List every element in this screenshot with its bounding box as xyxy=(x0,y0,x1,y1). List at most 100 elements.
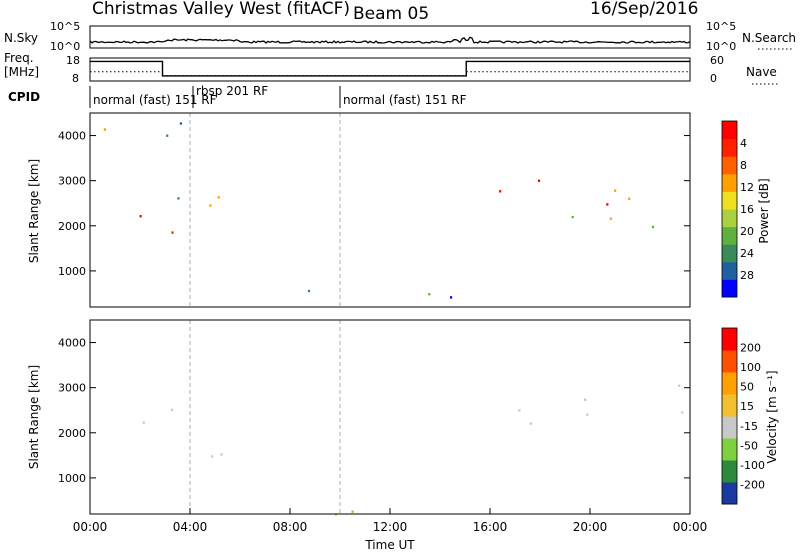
heat-cell xyxy=(171,231,174,234)
heat-cell xyxy=(651,225,655,229)
colorbar-tick-label: -100 xyxy=(740,459,765,472)
heat-cell xyxy=(584,398,587,401)
nsky-tick-low: 10^0 xyxy=(50,40,80,53)
colorbar-tick-label: 15 xyxy=(740,400,754,413)
xtick-label: 00:00 xyxy=(73,520,108,534)
heat-cell xyxy=(628,197,631,200)
colorbar-swatch xyxy=(722,482,737,505)
nsky-tick-high: 10^5 xyxy=(50,20,80,33)
xtick-label: 00:00 xyxy=(673,520,708,534)
ytick-label: 2000 xyxy=(58,427,86,440)
heat-cell xyxy=(609,217,612,220)
heat-cell xyxy=(499,190,502,193)
colorbar-swatch xyxy=(722,244,737,263)
nave-tick-low: 0 xyxy=(710,72,717,85)
colorbar-swatch xyxy=(722,138,737,157)
heat-cell xyxy=(571,215,574,219)
cpid-row: CPID normal (fast) 151 RF rbsp 201 RF no… xyxy=(8,84,467,108)
colorbar-swatch xyxy=(722,156,737,175)
heat-cell xyxy=(681,411,684,414)
colorbar-swatch xyxy=(722,261,737,280)
nsky-trace xyxy=(89,36,691,44)
colorbar-tick-label: 16 xyxy=(740,203,754,216)
heat-cell xyxy=(211,455,214,458)
heat-cell xyxy=(307,289,311,293)
beam-label: Beam 05 xyxy=(353,4,429,24)
velocity-colorbar-label: Velocity [m s⁻¹] xyxy=(765,370,779,463)
power-time-markers xyxy=(189,113,341,307)
heat-cell xyxy=(529,422,532,425)
colorbar-swatch xyxy=(722,460,737,483)
nave-label: Nave xyxy=(746,65,777,79)
colorbar-tick-label: 50 xyxy=(740,381,754,394)
power-colorbar: 4 8 12 16 20 24 28 xyxy=(721,120,754,298)
xtick-label: 04:00 xyxy=(173,520,208,534)
colorbar-tick-label: 200 xyxy=(740,342,761,355)
heat-cell xyxy=(518,409,521,412)
velocity-ylabel: Slant Range [km] xyxy=(27,365,41,469)
cpid-seg-3: normal (fast) 151 RF xyxy=(343,93,467,107)
heat-cell xyxy=(428,293,431,296)
heat-cell xyxy=(537,179,541,182)
colorbar-swatch xyxy=(722,209,737,228)
heat-cell xyxy=(139,215,142,218)
heat-cell xyxy=(217,196,220,199)
ytick-label: 3000 xyxy=(58,382,86,395)
nsearch-label: N.Search xyxy=(742,31,796,45)
power-yaxis: 1000 2000 3000 4000 xyxy=(58,130,690,278)
heat-cell xyxy=(220,453,223,456)
heat-cell xyxy=(179,122,182,125)
power-colorbar-label: Power [dB] xyxy=(757,178,771,243)
colorbar-swatch xyxy=(722,394,737,417)
ytick-label: 4000 xyxy=(58,337,86,350)
power-heatmap xyxy=(103,122,655,299)
colorbar-swatch xyxy=(722,350,737,373)
ytick-label: 4000 xyxy=(58,130,86,143)
colorbar-tick-label: 24 xyxy=(740,247,754,260)
heat-cell xyxy=(614,189,617,192)
colorbar-tick-label: 8 xyxy=(740,159,747,172)
time-xlabel: Time UT xyxy=(364,538,415,552)
power-panel: 1000 2000 3000 4000 Slant Range [km] 4 8 12 16… xyxy=(27,112,771,308)
heat-cell xyxy=(209,204,212,207)
nsearch-tick-low: 10^0 xyxy=(706,40,736,53)
velocity-colorbar: 200 100 50 15 -15 -50 -100 -200 xyxy=(721,327,765,505)
velocity-panel: 1000 2000 3000 4000 Slant Range [km] 200 100… xyxy=(27,319,779,552)
colorbar-tick-label: -200 xyxy=(740,478,765,491)
ytick-label: 3000 xyxy=(58,175,86,188)
velocity-yaxis: 1000 2000 3000 4000 xyxy=(58,337,690,485)
cpid-label: CPID xyxy=(8,90,40,104)
colorbar-swatch xyxy=(722,328,737,351)
colorbar-swatch xyxy=(722,416,737,439)
heat-cell xyxy=(171,408,174,412)
nsky-panel: N.Sky 10^5 10^0 N.Search 10^5 10^0 xyxy=(4,20,796,53)
freq-label: Freq. xyxy=(4,51,34,65)
date-label: 16/Sep/2016 xyxy=(590,0,698,19)
colorbar-swatch xyxy=(722,121,737,140)
colorbar-swatch xyxy=(722,372,737,395)
colorbar-swatch xyxy=(722,173,737,192)
colorbar-swatch xyxy=(722,191,737,210)
cpid-seg-1: normal (fast) 151 RF xyxy=(93,93,217,107)
heat-cell xyxy=(606,203,609,206)
freq-tick-low: 8 xyxy=(72,72,79,85)
freq-tick-high: 18 xyxy=(66,54,80,67)
colorbar-tick-label: 12 xyxy=(740,181,754,194)
colorbar-tick-label: -15 xyxy=(740,420,758,433)
colorbar-tick-label: 100 xyxy=(740,361,761,374)
ytick-label: 1000 xyxy=(58,265,86,278)
heat-cell xyxy=(142,421,145,424)
nsky-label: N.Sky xyxy=(4,31,38,45)
heat-cell xyxy=(678,384,681,387)
freq-panel: Freq. [MHz] 18 8 60 0 Nave xyxy=(4,51,778,85)
freq-trace xyxy=(90,60,690,77)
power-ylabel: Slant Range [km] xyxy=(27,159,41,263)
colorbar-tick-label: 28 xyxy=(740,269,754,282)
freq-unit: [MHz] xyxy=(4,65,39,79)
colorbar-swatch xyxy=(722,438,737,461)
ytick-label: 2000 xyxy=(58,220,86,233)
colorbar-tick-label: 4 xyxy=(740,137,747,150)
station-title: Christmas Valley West (fitACF) xyxy=(92,0,350,19)
time-xaxis: 00:00 04:00 08:00 12:00 16:00 20:00 00:00 xyxy=(73,508,708,534)
